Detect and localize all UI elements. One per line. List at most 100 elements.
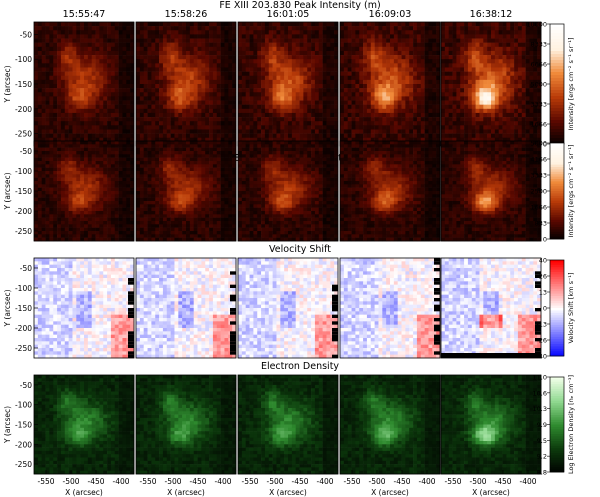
panel-row-2: FE XIII 202.040 Peak Intensity-50-100-15… [3, 140, 575, 244]
x-axis-label: X (arcsec) [269, 488, 307, 497]
image-panel [33, 140, 135, 242]
colorbar-tick-label: 0 [543, 305, 547, 313]
colorbar-tick-label: 8.8 [537, 469, 547, 477]
colorbar: 40 26 13 0 -13 -26 -40 Velocity Shift [km s⁻¹] [536, 257, 575, 361]
y-tick-label: -150 [15, 421, 32, 430]
colorbar-tick-label: 10.6 [533, 389, 547, 397]
x-axis-label: X (arcsec) [65, 488, 103, 497]
y-tick-label: -250 [15, 130, 32, 139]
colorbar-tick-label: 26 [539, 273, 547, 281]
image-panel [237, 21, 339, 147]
colorbar-tick-label: 0 [543, 236, 547, 244]
colorbar-tick-label: 833 [535, 220, 547, 228]
image-panel [339, 374, 441, 475]
x-axis-label: X (arcsec) [472, 488, 510, 497]
x-axis-labels: -550 -500 -450 -400 X (arcsec) -550 -500 -450 -4… [37, 470, 537, 497]
x-tick-label: -400 [418, 477, 435, 486]
colorbar-label: Velocity Shift [km s⁻¹] [567, 272, 575, 343]
x-tick-label: -400 [316, 477, 333, 486]
colorbar-tick-label: 1666 [530, 204, 547, 212]
panel-title: Velocity Shift [269, 244, 331, 255]
colorbar-tick-label: 2500 [530, 188, 547, 196]
colorbar: 5000 4166 3333 2500 1666 833 0 Intensity [ergs … [530, 140, 575, 244]
y-tick-label: -150 [15, 187, 32, 196]
y-axis-label: Y (arcsec) [3, 406, 12, 444]
y-tick-label: -100 [15, 401, 32, 410]
x-tick-label: -500 [368, 477, 385, 486]
colorbar-tick-label: 5000 [530, 140, 547, 148]
image-panel [237, 374, 339, 475]
colorbar-tick-label: 10000 [526, 21, 547, 29]
y-tick-label: -250 [15, 344, 32, 353]
colorbar-tick-label: -40 [536, 353, 547, 361]
time-label: 16:01:05 [267, 9, 310, 20]
colorbar-tick-label: -13 [536, 321, 547, 329]
image-panel [33, 257, 135, 359]
colorbar-tick-label: 6666 [530, 61, 547, 69]
y-tick-label: -100 [15, 284, 32, 293]
colorbar: 11.0 10.6 10.3 9.9 9.5 9.2 8.8 Log Electron Den… [533, 374, 575, 477]
y-tick-label: -150 [15, 304, 32, 313]
x-tick-label: -450 [393, 477, 410, 486]
y-tick-label: -250 [15, 227, 32, 236]
colorbar-tick-label: 11.0 [533, 374, 547, 382]
x-tick-label: -450 [87, 477, 104, 486]
x-tick-label: -500 [62, 477, 79, 486]
x-tick-label: -400 [112, 477, 129, 486]
x-tick-label: -550 [37, 477, 54, 486]
y-tick-label: -250 [15, 460, 32, 469]
y-axis-label: Y (arcsec) [3, 172, 12, 210]
time-label: 16:09:03 [369, 9, 412, 20]
panel-row-1: FE XIII 203.830 Peak Intensity (m) -50 -10… [3, 0, 575, 149]
colorbar-tick-label: 5000 [530, 81, 547, 89]
y-tick-label: -200 [15, 105, 32, 114]
x-tick-label: -550 [444, 477, 461, 486]
x-tick-label: -500 [469, 477, 486, 486]
y-tick-label: -100 [15, 167, 32, 176]
y-tick-label: -50 [20, 30, 32, 39]
x-tick-label: -450 [291, 477, 308, 486]
image-panel [135, 21, 237, 147]
colorbar-tick-label: 4166 [530, 156, 547, 164]
image-panel [339, 21, 441, 147]
colorbar: 10000 8333 6666 5000 3333 1666 0 Intensity [erg… [526, 21, 575, 149]
colorbar-tick-label: -26 [536, 337, 547, 345]
y-tick-label: -150 [15, 80, 32, 89]
colorbar-label: Log Electron Density [nₑ cm⁻³] [567, 375, 575, 474]
time-label: 15:58:26 [165, 9, 208, 20]
x-tick-label: -550 [241, 477, 258, 486]
colorbar-tick-label: 9.5 [537, 437, 547, 445]
x-tick-label: -400 [214, 477, 231, 486]
colorbar-tick-label: 10.3 [533, 405, 547, 413]
x-axis-label: X (arcsec) [371, 488, 409, 497]
y-tick-label: -50 [20, 147, 32, 156]
x-tick-label: -450 [189, 477, 206, 486]
y-tick-label: -200 [15, 324, 32, 333]
time-label: 15:55:47 [63, 9, 106, 20]
colorbar-tick-label: 0 [543, 141, 547, 149]
panel-rows: FE XIII 203.830 Peak Intensity (m) -50 -10… [3, 0, 575, 477]
image-panel [440, 21, 542, 147]
colorbar-tick-label: 1666 [530, 121, 547, 129]
image-panel [135, 140, 237, 242]
panel-row-3: Velocity Shift -50 -100 -150 -200 -250 Y (arcs… [3, 244, 575, 361]
time-label: 16:38:12 [470, 9, 513, 20]
x-tick-label: -400 [519, 477, 536, 486]
x-tick-label: -550 [139, 477, 156, 486]
image-panel [33, 374, 135, 475]
image-panel [237, 257, 339, 359]
panel-title: Electron Density [261, 361, 339, 372]
colorbar-tick-label: 9.2 [537, 453, 547, 461]
x-tick-label: -500 [266, 477, 283, 486]
panel-row-4: Electron Density -50 -100 -150 -200 -250 Y (ar… [3, 361, 575, 477]
y-tick-label: -50 [20, 264, 32, 273]
x-tick-label: -500 [164, 477, 181, 486]
y-tick-label: -50 [20, 381, 32, 390]
column-headers: 15:55:47 15:58:26 16:01:05 16:09:03 16:38:12 [63, 9, 513, 20]
y-axis-label: Y (arcsec) [3, 65, 12, 103]
colorbar-tick-label: 13 [539, 289, 547, 297]
colorbar-tick-label: 8333 [530, 41, 547, 49]
y-axis-label: Y (arcsec) [3, 289, 12, 327]
colorbar-label: Intensity [ergs cm⁻² s⁻¹ sr⁻¹] [567, 144, 575, 237]
